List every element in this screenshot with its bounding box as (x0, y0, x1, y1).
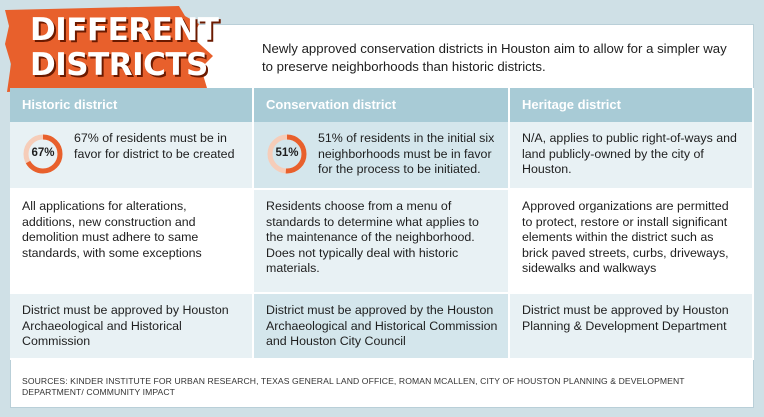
comparison-table: Historic district Conservation district … (10, 88, 754, 360)
sources-note: SOURCES: KINDER INSTITUTE FOR URBAN RESE… (22, 376, 685, 397)
title-line-2: DISTRICTS (30, 47, 208, 83)
title-badge: DIFFERENT DISTRICTS (3, 4, 219, 94)
title-line-1: DIFFERENT (30, 12, 219, 48)
cell-conservation-standards: Residents choose from a menu of standard… (254, 190, 510, 294)
cell-heritage-approval-threshold: N/A, applies to public right-of-ways and… (510, 122, 754, 190)
percent-label: 67% (31, 147, 55, 160)
cell-text: 67% of residents must be in favor for di… (74, 131, 235, 161)
percent-donut-51: 51% (266, 133, 308, 175)
cell-historic-approval-threshold: 67% 67% of residents must be in favor fo… (10, 122, 254, 190)
percent-donut-67: 67% (22, 133, 64, 175)
cell-conservation-approval-body: District must be approved by the Houston… (254, 294, 510, 360)
cell-conservation-approval-threshold: 51% 51% of residents in the initial six … (254, 122, 510, 190)
cell-historic-standards: All applications for alterations, additi… (10, 190, 254, 294)
cell-heritage-standards: Approved organizations are permitted to … (510, 190, 754, 294)
column-header-heritage: Heritage district (510, 88, 754, 122)
intro-text: Newly approved conservation districts in… (262, 41, 727, 74)
percent-label: 51% (275, 147, 299, 160)
column-header-historic: Historic district (10, 88, 254, 122)
column-header-conservation: Conservation district (254, 88, 510, 122)
cell-historic-approval-body: District must be approved by Houston Arc… (10, 294, 254, 360)
cell-text: 51% of residents in the initial six neig… (318, 131, 495, 176)
cell-heritage-approval-body: District must be approved by Houston Pla… (510, 294, 754, 360)
